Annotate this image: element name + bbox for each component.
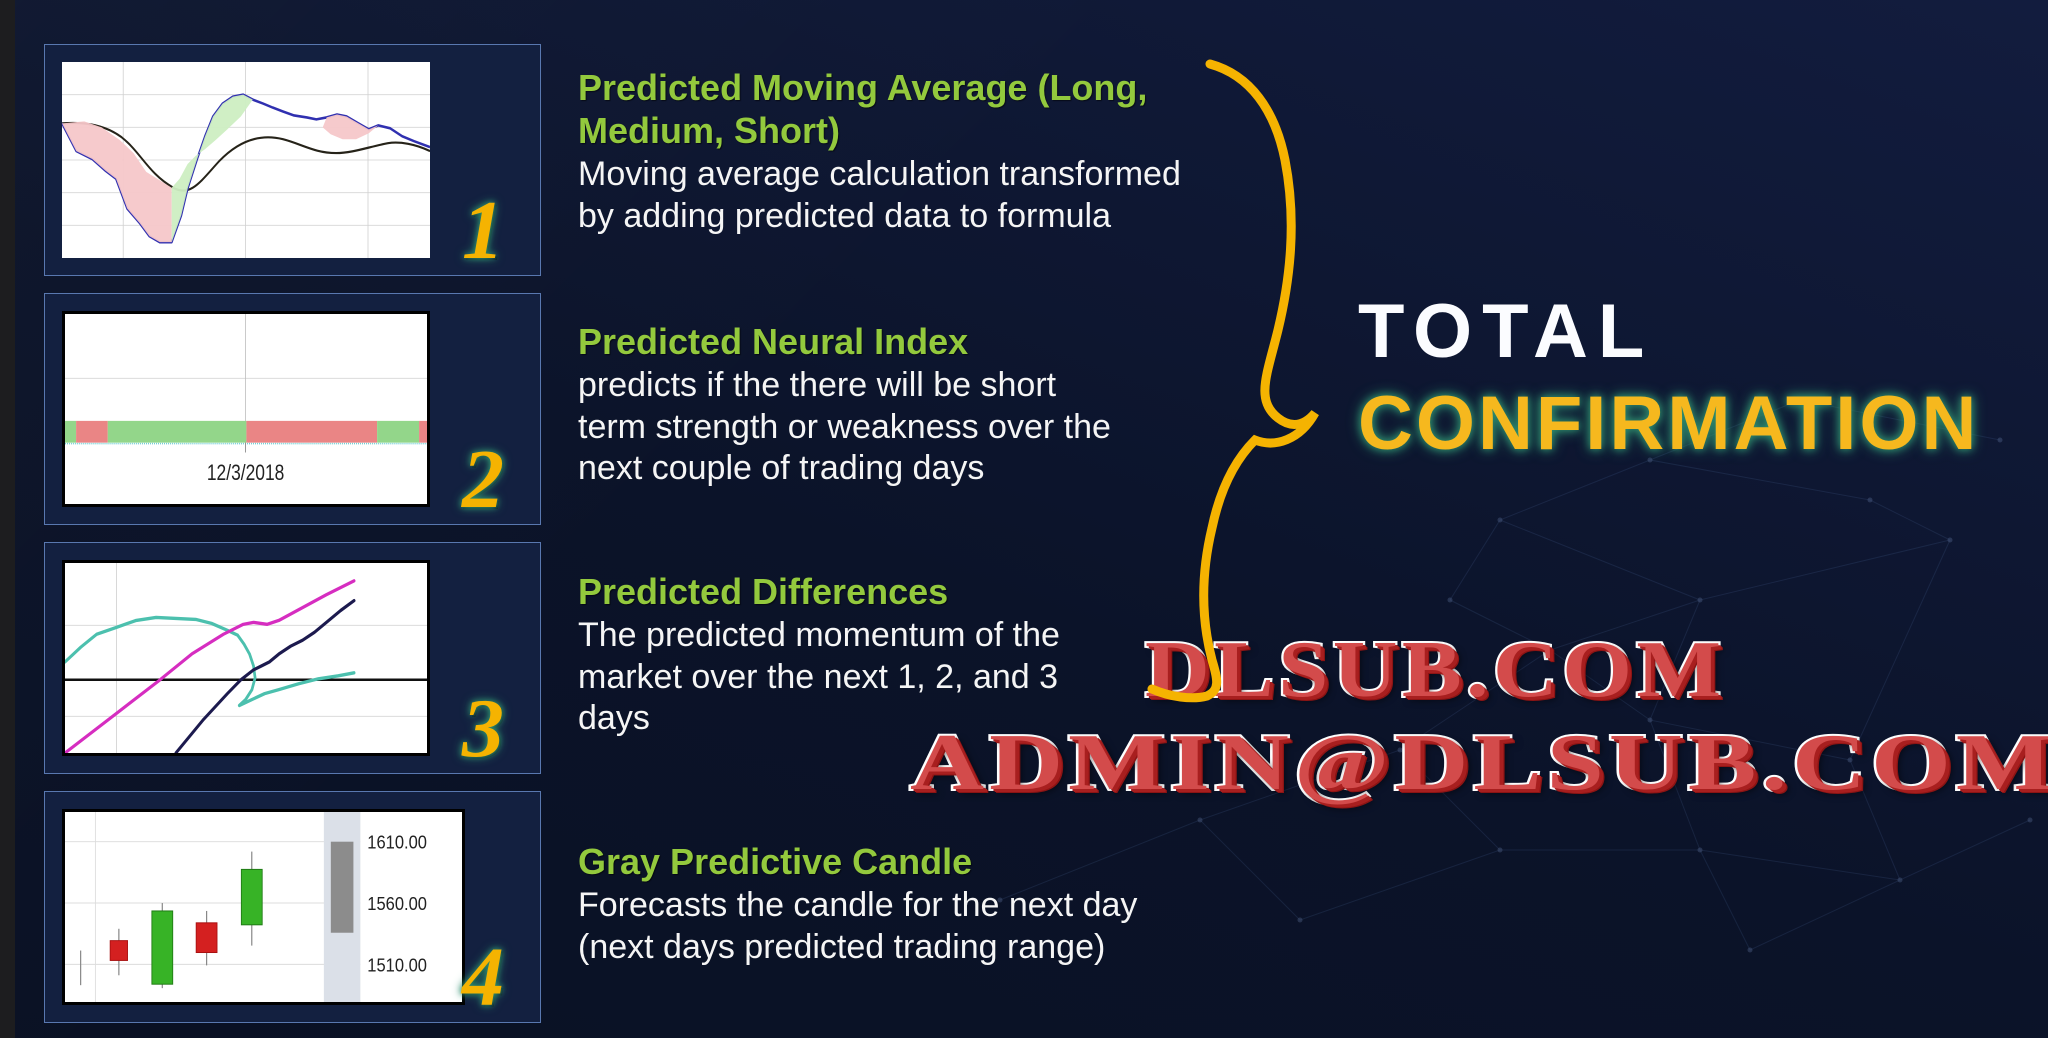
svg-text:1560.00: 1560.00 — [367, 893, 427, 914]
svg-text:1610.00: 1610.00 — [367, 832, 427, 853]
svg-text:1510.00: 1510.00 — [367, 954, 427, 975]
svg-text:12/3/2018: 12/3/2018 — [207, 461, 285, 485]
